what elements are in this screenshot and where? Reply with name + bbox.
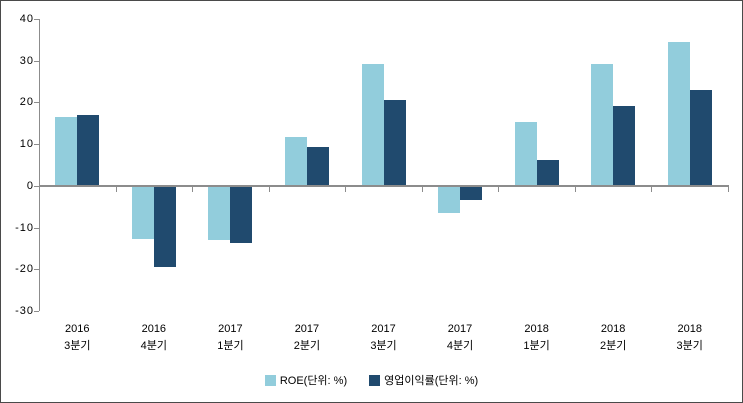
y-axis-tick: [34, 269, 39, 271]
y-axis-tick: [34, 311, 39, 312]
y-axis-tick-label: -20: [15, 263, 34, 276]
y-axis-tick: [34, 102, 39, 104]
legend-item-roe: ROE(단위: %): [264, 372, 348, 388]
bar-op-margin-2017-3분기: [383, 99, 406, 186]
y-axis-tick-label: 30: [19, 54, 34, 67]
bar-roe-2017-4분기: [438, 185, 461, 213]
bar-op-margin-2016-4분기: [153, 185, 176, 267]
bar-roe-2017-2분기: [284, 137, 307, 186]
legend-label-operating-margin: 영업이익률(단위: %): [384, 375, 479, 387]
x-axis-category-label: 2017 4분기: [422, 321, 499, 355]
x-axis-category-label-line: 1분기: [217, 340, 244, 352]
x-axis-category-label-line: 4분기: [140, 340, 167, 352]
bar-op-margin-2017-1분기: [230, 185, 253, 244]
x-axis-category-label: 2017 2분기: [269, 321, 346, 355]
x-axis-tick: [421, 186, 423, 192]
y-axis-tick: [34, 227, 39, 229]
bar-roe-2017-1분기: [208, 185, 231, 241]
y-axis-line: [39, 19, 40, 311]
bar-op-margin-2018-1분기: [536, 159, 559, 186]
x-axis-category-label: 2016 3분기: [39, 321, 116, 355]
bar-roe-2016-3분기: [55, 116, 78, 186]
y-axis-tick: [34, 60, 39, 62]
x-axis-tick: [39, 186, 40, 192]
y-axis-tick: [34, 185, 39, 187]
x-axis-tick: [651, 186, 653, 192]
x-axis-category-label-line: 2017: [447, 323, 473, 335]
bar-op-margin-2017-2분기: [306, 147, 329, 186]
x-axis-category-label-line: 3분기: [370, 340, 397, 352]
x-axis-category-label: 2017 3분기: [345, 321, 422, 355]
x-axis-tick: [498, 186, 500, 192]
x-axis-category-label-line: 1분기: [523, 340, 550, 352]
x-axis-category-label-line: 2017: [371, 323, 396, 335]
x-axis-category-label-line: 2분기: [293, 340, 321, 352]
bar-roe-2018-2분기: [591, 64, 614, 186]
x-axis-category-label: 2018 3분기: [651, 321, 728, 355]
y-axis-tick-label: 20: [19, 96, 34, 109]
x-axis-category-label-line: 2018: [600, 323, 626, 335]
y-axis-tick-label: -10: [15, 221, 34, 234]
x-axis-tick: [268, 186, 270, 192]
bar-roe-2016-4분기: [131, 185, 154, 240]
bar-op-margin-2017-4분기: [460, 185, 483, 201]
bar-roe-2017-3분기: [361, 63, 384, 186]
x-axis-tick: [574, 186, 576, 192]
y-axis-tick-label: 0: [26, 179, 34, 192]
y-axis-tick-label: 40: [19, 13, 34, 25]
y-axis-tick: [34, 19, 39, 20]
bar-roe-2018-3분기: [667, 41, 690, 186]
x-axis-tick: [192, 186, 194, 192]
legend-swatch-operating-margin: [369, 374, 381, 386]
bar-roe-2018-1분기: [514, 122, 537, 186]
x-axis-tick: [115, 186, 117, 192]
y-axis-tick: [34, 144, 39, 146]
x-axis-category-label-line: 2016: [65, 323, 90, 335]
x-axis-category-label-line: 2018: [677, 323, 702, 335]
x-axis-line: [39, 184, 729, 187]
x-axis-category-label-line: 2분기: [599, 340, 627, 352]
x-axis-category-label-line: 3분기: [64, 340, 91, 352]
x-axis-category-label-line: 2017: [294, 323, 320, 335]
x-axis-category-label-line: 2017: [218, 323, 243, 335]
y-axis-tick-label: -30: [15, 305, 34, 317]
x-axis-category-label: 2016 4분기: [116, 321, 193, 355]
x-axis-category-label-line: 2016: [141, 323, 167, 335]
x-axis-category-label-line: 3분기: [676, 340, 703, 352]
x-axis-tick: [345, 186, 347, 192]
legend-item-operating-margin: 영업이익률(단위: %): [369, 372, 478, 388]
legend: ROE(단위: %) 영업이익률(단위: %): [1, 372, 742, 388]
x-axis-tick: [728, 186, 729, 192]
y-axis-tick-label: 10: [19, 138, 34, 151]
bar-op-margin-2018-2분기: [613, 106, 636, 186]
x-axis-category-label-line: 4분기: [446, 340, 474, 352]
bar-op-margin-2018-3분기: [689, 90, 712, 186]
bar-op-margin-2016-3분기: [77, 115, 100, 186]
legend-swatch-roe: [264, 374, 276, 386]
x-axis-category-label-line: 2018: [524, 323, 549, 335]
x-axis-category-label: 2018 1분기: [498, 321, 575, 355]
legend-label-roe: ROE(단위: %): [279, 375, 348, 387]
x-axis-category-label: 2018 2분기: [575, 321, 652, 355]
x-axis-category-label: 2017 1분기: [192, 321, 269, 355]
